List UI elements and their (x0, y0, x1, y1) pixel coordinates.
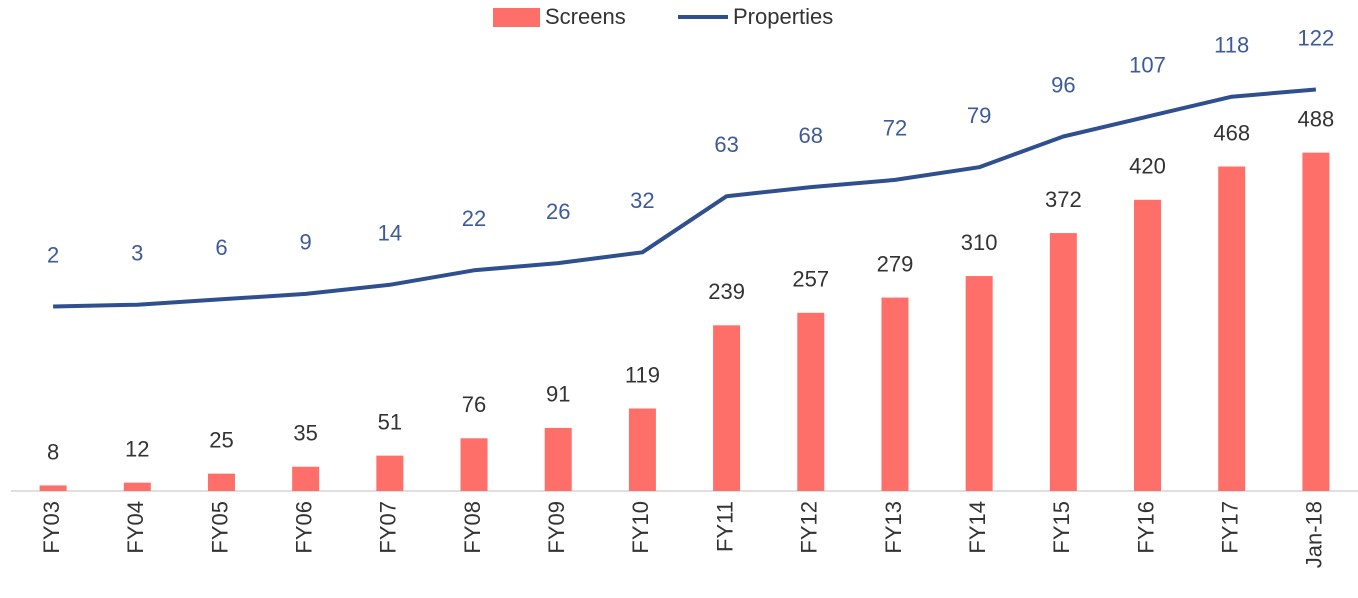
data-label: 63 (714, 132, 738, 157)
x-tick-label: FY08 (460, 501, 485, 554)
x-tick-label: FY15 (1049, 501, 1074, 554)
data-label: 310 (961, 230, 998, 255)
data-label: 372 (1045, 187, 1082, 212)
bar (292, 466, 320, 491)
bar (376, 455, 404, 491)
data-label: 118 (1214, 33, 1249, 58)
data-label: 32 (630, 188, 654, 213)
bar (207, 473, 235, 491)
data-label: 107 (1129, 52, 1166, 77)
data-label: 14 (378, 221, 402, 246)
data-label: 9 (300, 230, 312, 255)
line (53, 87, 1317, 309)
bar (797, 312, 825, 491)
data-label: 79 (967, 103, 991, 128)
x-tick-label: FY03 (39, 501, 64, 554)
bar (460, 438, 488, 491)
bar (881, 297, 909, 491)
data-label: 2 (47, 242, 59, 267)
bar (628, 408, 656, 491)
bar (39, 485, 67, 491)
x-tick-label: FY14 (965, 501, 990, 554)
x-tick-label: FY10 (628, 501, 653, 554)
data-label: 8 (47, 439, 59, 464)
x-tick-label: FY07 (376, 501, 401, 554)
data-label: 3 (131, 241, 143, 266)
bar (544, 427, 572, 491)
bar (123, 482, 151, 491)
x-tick-label: FY04 (123, 501, 148, 554)
x-tick-label: FY17 (1218, 501, 1243, 554)
data-label: 91 (546, 382, 570, 407)
data-label: 257 (792, 267, 829, 292)
bar (1302, 152, 1330, 492)
data-label: 279 (877, 251, 914, 276)
x-tick-label: FY12 (797, 501, 822, 554)
x-tick-label: FY05 (207, 501, 232, 554)
data-label: 488 (1298, 106, 1335, 131)
bar (1049, 233, 1077, 491)
data-label: 72 (883, 116, 907, 141)
data-label: 68 (799, 123, 823, 148)
data-label: 122 (1298, 25, 1335, 50)
data-label: 6 (215, 235, 227, 260)
x-tick-label: FY16 (1133, 501, 1158, 554)
data-label: 76 (462, 392, 486, 417)
data-label: 35 (293, 421, 317, 446)
x-tick-label: Jan-18 (1302, 501, 1327, 568)
data-label: 119 (625, 362, 660, 387)
x-tick-label: FY06 (291, 501, 316, 554)
data-label: 468 (1213, 120, 1250, 145)
data-label: 26 (546, 199, 570, 224)
bar (1218, 166, 1246, 491)
x-tick-label: FY11 (712, 501, 737, 552)
data-label: 51 (378, 409, 402, 434)
x-tick-label: FY09 (544, 501, 569, 554)
data-label: 420 (1129, 154, 1166, 179)
x-tick-label: FY13 (881, 501, 906, 554)
bar (1134, 199, 1162, 492)
bar (965, 276, 993, 491)
data-label: 25 (209, 427, 233, 452)
data-label: 239 (708, 279, 745, 304)
data-label: 22 (462, 206, 486, 231)
legend-label: Screens (545, 4, 626, 29)
legend-swatch (493, 8, 540, 27)
data-label: 96 (1051, 72, 1075, 97)
legend-label: Properties (733, 4, 833, 29)
bar (713, 325, 741, 491)
data-label: 12 (125, 436, 149, 461)
